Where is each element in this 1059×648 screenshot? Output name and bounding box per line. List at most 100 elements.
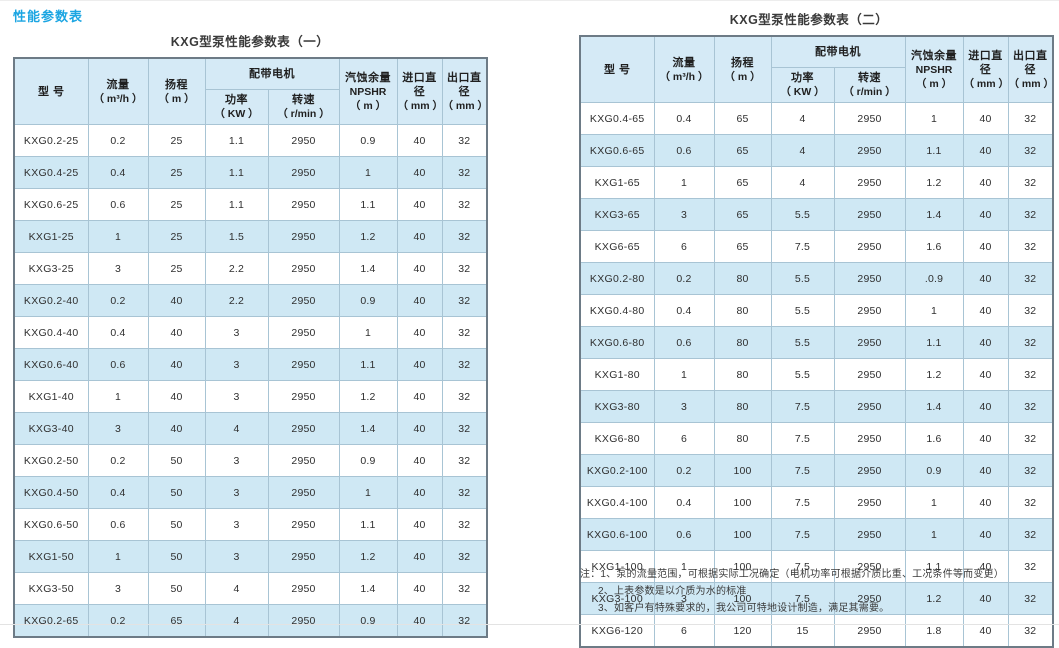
cell-outlet: 32 — [441, 572, 488, 605]
th-power-unit: （ KW ） — [214, 108, 259, 120]
cell-power: 7.5 — [770, 454, 835, 487]
cell-head: 120 — [713, 614, 772, 648]
cell-power: 15 — [770, 614, 835, 648]
cell-power: 1.5 — [204, 220, 269, 253]
cell-flow: 0.2 — [87, 124, 149, 157]
cell-model: KXG0.6-50 — [13, 508, 89, 541]
cell-inlet: 40 — [962, 326, 1009, 359]
cell-flow: 0.2 — [87, 284, 149, 317]
cell-outlet: 32 — [441, 380, 488, 413]
cell-model: KXG6-120 — [579, 614, 655, 648]
cell-outlet: 32 — [441, 540, 488, 573]
cell-head: 80 — [713, 326, 772, 359]
cell-inlet: 40 — [396, 604, 443, 638]
cell-flow: 0.4 — [653, 486, 715, 519]
th-npshr: 汽蚀余量 NPSHR （ m ） — [904, 35, 964, 103]
cell-model: KXG0.4-100 — [579, 486, 655, 519]
cell-model: KXG0.4-40 — [13, 316, 89, 349]
cell-outlet: 32 — [1007, 614, 1054, 648]
cell-speed: 2950 — [267, 124, 340, 157]
cell-npshr: 1.1 — [904, 134, 964, 167]
cell-flow: 3 — [87, 572, 149, 605]
cell-model: KXG0.6-80 — [579, 326, 655, 359]
table-row: KXG1-80 1 80 5.5 2950 1.2 40 32 — [579, 358, 1054, 391]
cell-power: 5.5 — [770, 294, 835, 327]
cell-head: 25 — [147, 124, 206, 157]
cell-model: KXG0.2-25 — [13, 124, 89, 157]
cell-power: 3 — [204, 508, 269, 541]
cell-speed: 2950 — [833, 390, 906, 423]
cell-power: 1.1 — [204, 124, 269, 157]
cell-npshr: 1.1 — [904, 550, 964, 583]
cell-head: 40 — [147, 380, 206, 413]
cell-flow: 0.2 — [653, 454, 715, 487]
cell-flow: 3 — [87, 412, 149, 445]
cell-head: 25 — [147, 188, 206, 221]
table-row: KXG0.2-65 0.2 65 4 2950 0.9 40 32 — [13, 604, 488, 638]
cell-head: 50 — [147, 444, 206, 477]
cell-power: 4 — [204, 572, 269, 605]
cell-power: 3 — [204, 476, 269, 509]
cell-speed: 2950 — [833, 294, 906, 327]
cell-head: 25 — [147, 252, 206, 285]
cell-npshr: 1 — [338, 156, 398, 189]
table-row: KXG0.2-25 0.2 25 1.1 2950 0.9 40 32 — [13, 124, 488, 157]
cell-model: KXG0.6-65 — [579, 134, 655, 167]
cell-speed: 2950 — [267, 380, 340, 413]
note-line-1: 注：1、泵的流量范围，可根据实际工况确定（电机功率可根据介质比重、工况条件等而变… — [580, 569, 1004, 580]
cell-inlet: 40 — [962, 454, 1009, 487]
table-row: KXG0.4-100 0.4 100 7.5 2950 1 40 32 — [579, 486, 1054, 519]
cell-speed: 2950 — [267, 604, 340, 638]
table-row: KXG6-80 6 80 7.5 2950 1.6 40 32 — [579, 422, 1054, 455]
th-outlet-unit: （ mm ） — [442, 99, 489, 112]
cell-flow: 0.4 — [653, 294, 715, 327]
th-outlet: 出口直径 （ mm ） — [1007, 35, 1055, 103]
cell-head: 40 — [147, 316, 206, 349]
cell-model: KXG3-65 — [579, 198, 655, 231]
table-row: KXG1-50 1 50 3 2950 1.2 40 32 — [13, 540, 488, 573]
th-power-name: 功率 — [225, 94, 248, 106]
th-inlet-unit: （ mm ） — [397, 99, 444, 112]
table-row: KXG0.2-100 0.2 100 7.5 2950 0.9 40 32 — [579, 454, 1054, 487]
cell-outlet: 32 — [1007, 454, 1054, 487]
cell-npshr: 1 — [338, 476, 398, 509]
th-outlet-unit: （ mm ） — [1008, 77, 1055, 90]
table-row: KXG0.4-80 0.4 80 5.5 2950 1 40 32 — [579, 294, 1054, 327]
th-power-unit: （ KW ） — [780, 86, 825, 98]
cell-power: 3 — [204, 316, 269, 349]
cell-npshr: 1.4 — [338, 572, 398, 605]
cell-npshr: 1.1 — [338, 348, 398, 381]
cell-head: 65 — [713, 102, 772, 135]
cell-flow: 0.6 — [87, 508, 149, 541]
th-speed: 转速 （ r/min ） — [267, 89, 340, 125]
table-row: KXG0.6-100 0.6 100 7.5 2950 1 40 32 — [579, 518, 1054, 551]
cell-model: KXG1-50 — [13, 540, 89, 573]
cell-speed: 2950 — [833, 582, 906, 615]
cell-speed: 2950 — [833, 230, 906, 263]
th-inlet: 进口直径 （ mm ） — [396, 57, 444, 125]
cell-inlet: 40 — [962, 230, 1009, 263]
cell-inlet: 40 — [396, 572, 443, 605]
cell-outlet: 32 — [441, 252, 488, 285]
cell-speed: 2950 — [833, 134, 906, 167]
th-npshr-unit: （ m ） — [915, 77, 953, 90]
cell-inlet: 40 — [962, 134, 1009, 167]
cell-power: 3 — [204, 444, 269, 477]
th-head: 扬程 （ m ） — [147, 57, 206, 125]
cell-outlet: 32 — [441, 316, 488, 349]
cell-inlet: 40 — [962, 390, 1009, 423]
table-two-header: 型 号 流量 （ m³/h ） 扬程 （ m ） 配带电机 汽蚀余量 NPSHR… — [579, 35, 1055, 103]
cell-outlet: 32 — [1007, 550, 1054, 583]
table-row: KXG3-25 3 25 2.2 2950 1.4 40 32 — [13, 252, 488, 285]
cell-head: 65 — [147, 604, 206, 638]
th-power: 功率 （ KW ） — [204, 89, 269, 125]
cell-speed: 2950 — [267, 540, 340, 573]
cell-head: 65 — [713, 134, 772, 167]
th-inlet: 进口直径 （ mm ） — [962, 35, 1009, 103]
cell-power: 7.5 — [770, 518, 835, 551]
cell-model: KXG0.2-80 — [579, 262, 655, 295]
cell-model: KXG1-25 — [13, 220, 89, 253]
cell-inlet: 40 — [396, 188, 443, 221]
table-row: KXG0.6-65 0.6 65 4 2950 1.1 40 32 — [579, 134, 1054, 167]
table-row: KXG0.2-80 0.2 80 5.5 2950.0.9 40 32 — [579, 262, 1054, 295]
